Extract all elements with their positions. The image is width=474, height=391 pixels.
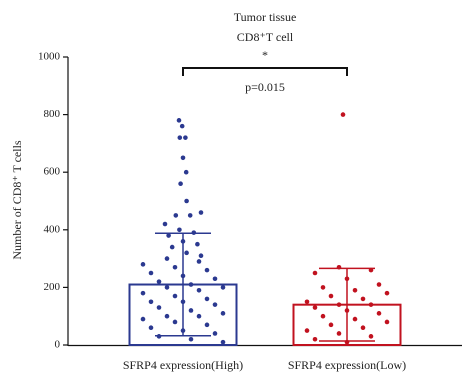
- data-point: [188, 308, 194, 313]
- data-point: [384, 319, 390, 325]
- data-point: [180, 273, 186, 279]
- significance: *: [262, 48, 268, 62]
- data-point: [188, 282, 194, 287]
- data-point: [204, 267, 210, 273]
- data-point: [180, 239, 186, 244]
- data-point: [336, 331, 342, 336]
- data-point: [188, 336, 194, 342]
- data-point: [368, 267, 374, 273]
- data-point: [183, 169, 189, 175]
- data-point: [376, 311, 382, 316]
- data-point: [312, 305, 318, 310]
- data-point: [384, 290, 390, 296]
- data-point: [220, 285, 226, 290]
- data-point: [220, 339, 226, 345]
- data-point: [196, 259, 202, 264]
- data-point: [344, 308, 350, 313]
- data-point: [198, 253, 204, 259]
- data-point: [220, 311, 226, 316]
- y-tick-label: 400: [44, 223, 61, 235]
- data-point: [187, 213, 193, 218]
- data-point: [376, 282, 382, 287]
- data-point: [169, 244, 175, 250]
- data-point: [196, 313, 202, 319]
- y-tick-label: 200: [44, 281, 61, 293]
- data-point: [176, 118, 182, 123]
- data-point: [156, 305, 162, 310]
- data-point: [173, 213, 179, 218]
- data-point: [320, 285, 326, 290]
- x-tick-label: SFRP4 expression(High): [123, 358, 243, 372]
- data-point: [204, 296, 210, 302]
- data-point: [148, 299, 154, 305]
- data-point: [344, 276, 350, 282]
- data-point: [336, 302, 342, 307]
- data-point: [304, 328, 310, 333]
- data-point: [180, 328, 186, 333]
- data-point: [156, 334, 162, 339]
- data-point: [177, 135, 183, 140]
- y-tick-label: 0: [55, 339, 61, 351]
- x-tick-label: SFRP4 expression(Low): [288, 358, 406, 372]
- data-point: [172, 264, 178, 270]
- y-tick-label: 600: [44, 166, 61, 178]
- data-point: [198, 210, 204, 215]
- data-point: [312, 336, 318, 342]
- data-point: [166, 233, 171, 238]
- data-point: [328, 293, 334, 299]
- data-point: [148, 270, 154, 276]
- data-point: [204, 322, 210, 328]
- data-point: [344, 339, 350, 345]
- data-point: [164, 313, 170, 319]
- data-point: [368, 334, 374, 339]
- data-point: [180, 155, 186, 161]
- data-point: [340, 112, 346, 117]
- data-point: [140, 262, 146, 267]
- data-point: [172, 293, 178, 299]
- data-point: [178, 181, 183, 187]
- y-tick-label: 1000: [38, 51, 61, 63]
- y-axis-label: Number of CD8⁺ T cells: [10, 140, 24, 260]
- data-point: [368, 302, 374, 307]
- data-point: [184, 250, 189, 256]
- data-point: [360, 325, 366, 331]
- data-point: [164, 256, 170, 261]
- data-point: [352, 287, 358, 293]
- data-point: [312, 270, 318, 276]
- data-point: [172, 319, 178, 325]
- chart-subtitle: CD8⁺T cell: [237, 30, 294, 44]
- data-point: [212, 302, 218, 307]
- data-point: [320, 313, 326, 319]
- data-point: [183, 135, 188, 140]
- y-tick-label: 800: [44, 108, 61, 120]
- data-point: [162, 221, 168, 227]
- data-point: [140, 290, 146, 296]
- data-point: [328, 322, 334, 328]
- data-point: [212, 276, 218, 282]
- data-point: [184, 198, 189, 204]
- data-point: [148, 325, 154, 331]
- significance-bracket: [182, 67, 348, 76]
- data-point: [336, 264, 342, 270]
- data-point: [179, 123, 185, 129]
- data-point: [304, 299, 310, 305]
- data-point: [180, 299, 186, 305]
- data-point: [191, 230, 197, 235]
- data-point: [360, 296, 366, 302]
- data-point: [352, 316, 358, 322]
- data-point: [140, 316, 146, 322]
- data-point: [195, 241, 200, 247]
- data-point: [196, 287, 202, 293]
- data-point: [156, 279, 162, 284]
- data-point: [212, 331, 218, 336]
- data-point: [164, 285, 170, 290]
- chart-title: Tumor tissue: [234, 10, 297, 24]
- p-value: p=0.015: [245, 80, 285, 94]
- data-point: [177, 227, 182, 233]
